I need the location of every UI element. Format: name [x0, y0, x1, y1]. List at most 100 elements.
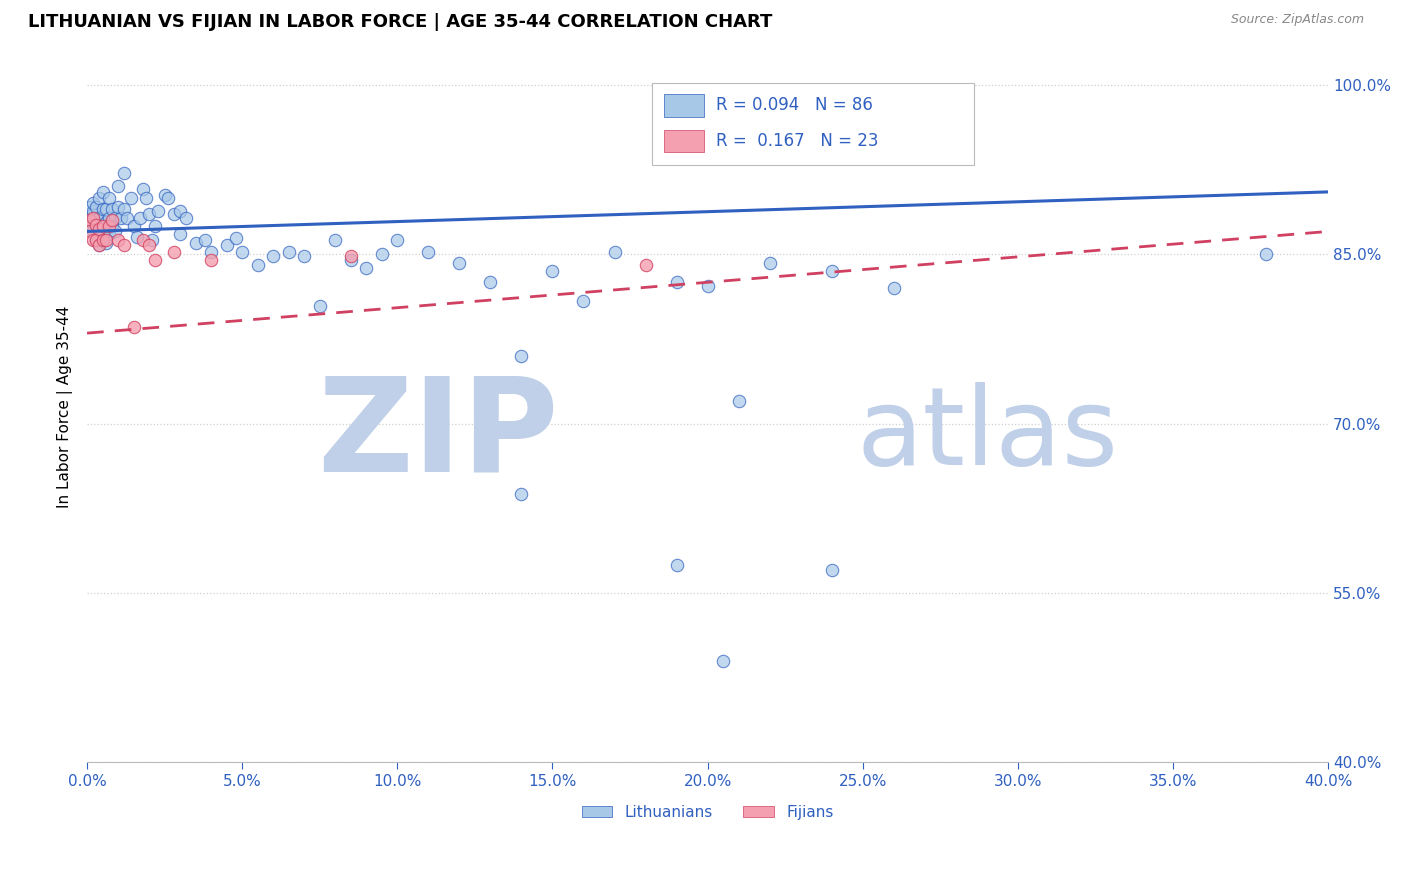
Fijians	[86, 218, 108, 232]
Lithuanians	[94, 235, 117, 250]
Fijians	[143, 252, 166, 267]
Text: R =  0.167   N = 23: R = 0.167 N = 23	[716, 132, 879, 150]
Text: atlas: atlas	[856, 382, 1119, 488]
Text: Source: ZipAtlas.com: Source: ZipAtlas.com	[1230, 13, 1364, 27]
Lithuanians	[156, 190, 179, 204]
Lithuanians	[91, 227, 114, 241]
Lithuanians	[79, 213, 101, 227]
FancyBboxPatch shape	[652, 83, 974, 164]
Lithuanians	[101, 202, 124, 216]
Fijians	[163, 244, 186, 259]
Lithuanians	[176, 211, 198, 225]
Lithuanians	[122, 219, 145, 233]
Lithuanians	[727, 393, 749, 408]
Lithuanians	[758, 256, 780, 270]
FancyBboxPatch shape	[664, 129, 704, 153]
Fijians	[339, 249, 361, 263]
Fijians	[91, 234, 114, 248]
Lithuanians	[110, 211, 132, 225]
Fijians	[79, 224, 101, 238]
Fijians	[86, 234, 108, 248]
Fijians	[79, 213, 101, 227]
Lithuanians	[292, 249, 315, 263]
Lithuanians	[821, 264, 844, 278]
Lithuanians	[86, 234, 108, 248]
Lithuanians	[91, 234, 114, 248]
Lithuanians	[308, 299, 330, 313]
Lithuanians	[418, 244, 440, 259]
Lithuanians	[194, 234, 217, 248]
Lithuanians	[215, 238, 238, 252]
Lithuanians	[387, 234, 409, 248]
Y-axis label: In Labor Force | Age 35-44: In Labor Force | Age 35-44	[58, 305, 73, 508]
Legend: Lithuanians, Fijians: Lithuanians, Fijians	[575, 798, 839, 826]
Lithuanians	[91, 218, 114, 232]
Fijians	[112, 238, 135, 252]
Lithuanians	[371, 247, 394, 261]
Lithuanians	[510, 486, 533, 500]
Fijians	[107, 234, 129, 248]
Lithuanians	[510, 349, 533, 363]
Text: R = 0.094   N = 86: R = 0.094 N = 86	[716, 96, 873, 114]
Text: ZIP: ZIP	[318, 372, 558, 499]
Lithuanians	[89, 190, 111, 204]
Fijians	[97, 219, 120, 233]
Lithuanians	[665, 275, 688, 289]
Lithuanians	[143, 219, 166, 233]
Lithuanians	[821, 563, 844, 577]
Fijians	[82, 234, 104, 248]
Lithuanians	[479, 275, 502, 289]
Lithuanians	[148, 204, 170, 219]
Lithuanians	[339, 252, 361, 267]
Lithuanians	[79, 200, 101, 214]
Lithuanians	[120, 190, 142, 204]
Lithuanians	[138, 207, 160, 221]
Lithuanians	[277, 244, 299, 259]
Fijians	[82, 211, 104, 225]
Lithuanians	[104, 211, 127, 225]
Lithuanians	[91, 202, 114, 216]
Lithuanians	[246, 258, 269, 272]
Lithuanians	[89, 238, 111, 252]
Fijians	[634, 258, 657, 272]
Lithuanians	[225, 231, 247, 245]
Lithuanians	[79, 219, 101, 233]
Lithuanians	[163, 207, 186, 221]
Lithuanians	[169, 204, 191, 219]
Lithuanians	[323, 234, 346, 248]
Lithuanians	[97, 227, 120, 241]
Lithuanians	[572, 294, 595, 309]
Lithuanians	[141, 234, 163, 248]
Lithuanians	[184, 235, 207, 250]
Lithuanians	[125, 230, 148, 244]
Lithuanians	[541, 264, 564, 278]
FancyBboxPatch shape	[664, 94, 704, 117]
Lithuanians	[97, 190, 120, 204]
Fijians	[132, 234, 155, 248]
Lithuanians	[112, 202, 135, 216]
Lithuanians	[107, 179, 129, 194]
Lithuanians	[94, 215, 117, 229]
Lithuanians	[128, 211, 150, 225]
Text: LITHUANIAN VS FIJIAN IN LABOR FORCE | AGE 35-44 CORRELATION CHART: LITHUANIAN VS FIJIAN IN LABOR FORCE | AG…	[28, 13, 772, 31]
Lithuanians	[86, 200, 108, 214]
Lithuanians	[82, 207, 104, 221]
Fijians	[138, 238, 160, 252]
Lithuanians	[117, 211, 139, 225]
Lithuanians	[883, 281, 905, 295]
Fijians	[89, 222, 111, 236]
Lithuanians	[665, 558, 688, 572]
Fijians	[101, 213, 124, 227]
Lithuanians	[91, 185, 114, 199]
Lithuanians	[94, 202, 117, 216]
Lithuanians	[97, 211, 120, 225]
Lithuanians	[711, 654, 734, 668]
Fijians	[89, 238, 111, 252]
Fijians	[94, 234, 117, 248]
Lithuanians	[82, 204, 104, 219]
Lithuanians	[82, 196, 104, 211]
Fijians	[91, 219, 114, 233]
Lithuanians	[89, 224, 111, 238]
Lithuanians	[231, 244, 253, 259]
Lithuanians	[101, 219, 124, 233]
